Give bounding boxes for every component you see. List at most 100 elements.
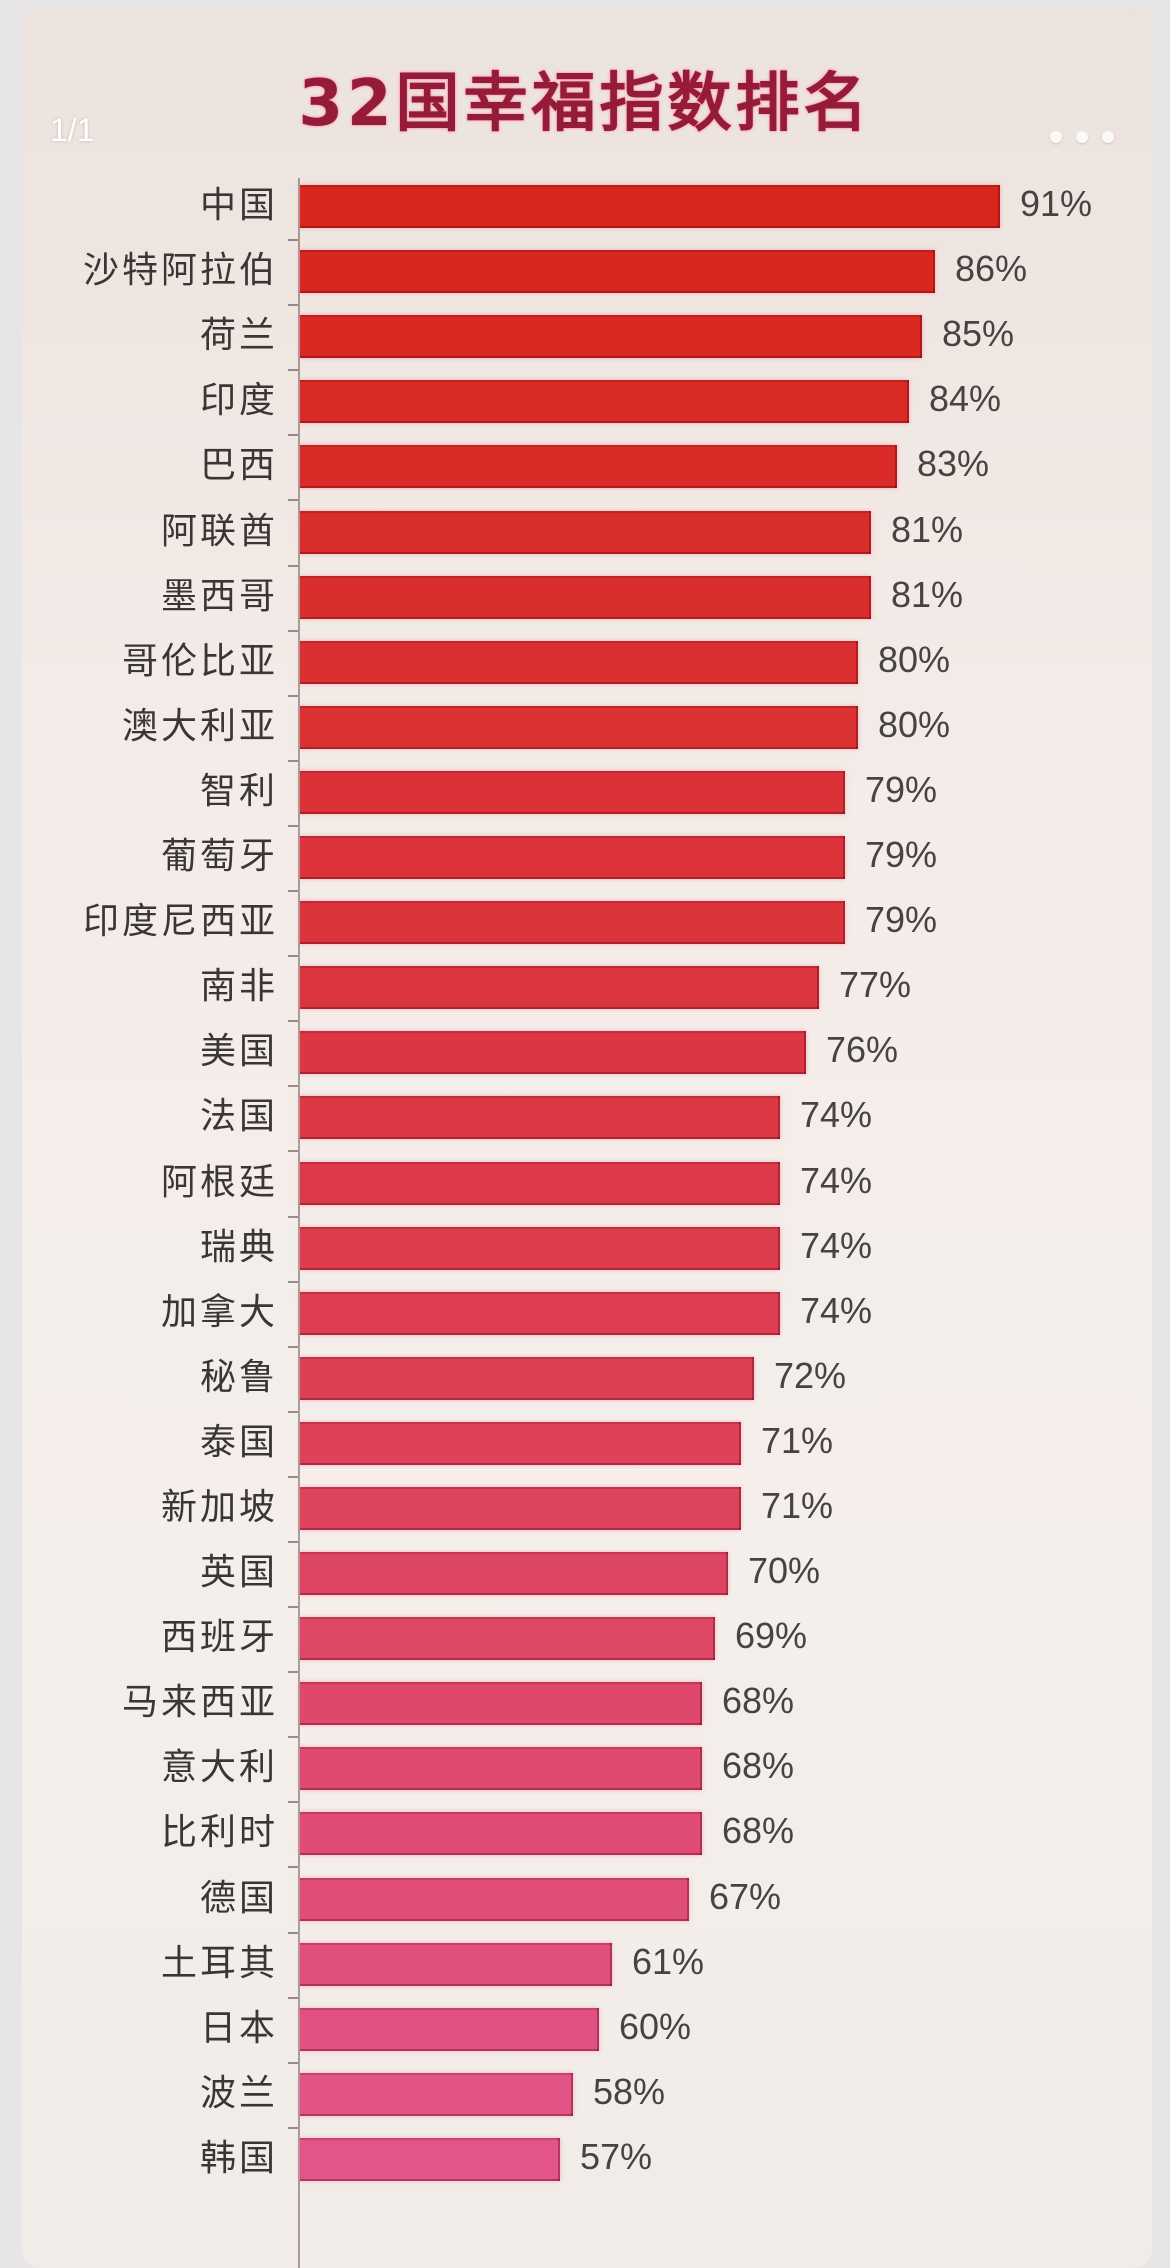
- axis-tick: [288, 1216, 298, 1218]
- category-label: 阿根廷: [160, 1162, 278, 1203]
- axis-tick: [288, 1085, 298, 1087]
- bar: [300, 1682, 702, 1725]
- value-label: 58%: [593, 2071, 666, 2112]
- value-label: 74%: [800, 1225, 873, 1266]
- category-label: 日本: [199, 2008, 278, 2049]
- category-label: 比利时: [160, 1812, 278, 1853]
- value-label: 74%: [800, 1094, 873, 1135]
- category-label: 瑞典: [199, 1227, 278, 1268]
- value-label: 79%: [865, 899, 938, 940]
- axis-tick: [288, 2062, 298, 2064]
- axis-tick: [288, 1671, 298, 1673]
- bar: [300, 1878, 689, 1921]
- chart-row: 澳大利亚 80%: [0, 704, 1170, 762]
- category-label: 土耳其: [160, 1943, 278, 1984]
- chart-row: 巴西 83%: [0, 443, 1170, 501]
- category-label: 波兰: [199, 2073, 278, 2114]
- bar: [300, 380, 909, 423]
- chart-row: 土耳其 61%: [0, 1941, 1170, 1999]
- chart-row: 法国 74%: [0, 1094, 1170, 1152]
- category-label: 葡萄牙: [160, 836, 278, 877]
- value-label: 76%: [826, 1029, 899, 1070]
- chart-row: 新加坡 71%: [0, 1485, 1170, 1543]
- category-label: 哥伦比亚: [121, 641, 278, 682]
- category-label: 印度: [199, 380, 278, 421]
- axis-tick: [288, 1411, 298, 1413]
- value-label: 70%: [748, 1550, 821, 1591]
- axis-tick: [288, 1997, 298, 1999]
- value-label: 81%: [891, 509, 964, 550]
- axis-tick: [288, 1020, 298, 1022]
- more-dot-icon: [1102, 131, 1114, 143]
- bar: [300, 901, 845, 944]
- bar: [300, 2073, 573, 2116]
- bar: [300, 1747, 702, 1790]
- category-label: 印度尼西亚: [82, 901, 278, 942]
- chart-row: 墨西哥 81%: [0, 574, 1170, 632]
- chart-row: 泰国 71%: [0, 1420, 1170, 1478]
- chart-row: 韩国 57%: [0, 2136, 1170, 2181]
- chart-row: 比利时 68%: [0, 1810, 1170, 1868]
- more-dot-icon: [1076, 131, 1088, 143]
- more-options-button[interactable]: [1050, 122, 1130, 152]
- bar: [300, 1422, 741, 1465]
- chart-row: 阿联酋 81%: [0, 509, 1170, 567]
- value-label: 79%: [865, 769, 938, 810]
- chart-row: 瑞典 74%: [0, 1225, 1170, 1283]
- bar: [300, 1812, 702, 1855]
- bar: [300, 1617, 715, 1660]
- axis-tick: [288, 499, 298, 501]
- bar: [300, 1031, 806, 1074]
- bar: [300, 2138, 560, 2181]
- bar: [300, 706, 858, 749]
- axis-tick: [288, 630, 298, 632]
- value-label: 68%: [722, 1680, 795, 1721]
- category-label: 西班牙: [160, 1617, 278, 1658]
- value-label: 60%: [619, 2006, 692, 2047]
- bar: [300, 1552, 728, 1595]
- category-label: 法国: [199, 1096, 278, 1137]
- category-label: 沙特阿拉伯: [82, 250, 278, 291]
- chart-row: 中国 91%: [0, 183, 1170, 241]
- category-label: 英国: [199, 1552, 278, 1593]
- bar: [300, 1357, 754, 1400]
- value-label: 69%: [735, 1615, 808, 1656]
- bar: [300, 1487, 741, 1530]
- axis-tick: [288, 955, 298, 957]
- y-axis-line: [298, 178, 300, 2268]
- category-label: 加拿大: [160, 1292, 278, 1333]
- value-label: 83%: [917, 443, 990, 484]
- axis-tick: [288, 1281, 298, 1283]
- axis-tick: [288, 760, 298, 762]
- category-label: 新加坡: [160, 1487, 278, 1528]
- chart-row: 波兰 58%: [0, 2071, 1170, 2129]
- value-label: 71%: [761, 1420, 834, 1461]
- axis-tick: [288, 1932, 298, 1934]
- value-label: 80%: [878, 704, 951, 745]
- value-label: 71%: [761, 1485, 834, 1526]
- axis-tick: [288, 1476, 298, 1478]
- bar: [300, 185, 1000, 228]
- category-label: 马来西亚: [121, 1682, 278, 1723]
- chart-row: 智利 79%: [0, 769, 1170, 827]
- more-dot-icon: [1050, 131, 1062, 143]
- value-label: 72%: [774, 1355, 847, 1396]
- value-label: 68%: [722, 1810, 795, 1851]
- category-label: 阿联酋: [160, 511, 278, 552]
- axis-tick: [288, 1541, 298, 1543]
- category-label: 巴西: [199, 445, 278, 486]
- category-label: 南非: [199, 966, 278, 1007]
- value-label: 68%: [722, 1745, 795, 1786]
- bar: [300, 576, 871, 619]
- bar: [300, 1943, 612, 1986]
- bar: [300, 1227, 780, 1270]
- bar: [300, 2008, 599, 2051]
- chart-title: 32国幸福指数排名: [298, 67, 872, 141]
- axis-tick: [288, 434, 298, 436]
- bar: [300, 1096, 780, 1139]
- axis-tick: [288, 239, 298, 241]
- axis-tick: [288, 1150, 298, 1152]
- chart-row: 哥伦比亚 80%: [0, 639, 1170, 697]
- chart-row: 德国 67%: [0, 1876, 1170, 1934]
